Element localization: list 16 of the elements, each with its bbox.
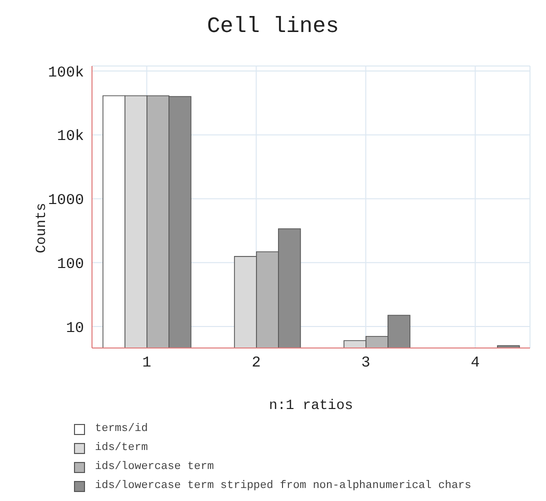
legend-label: ids/lowercase term stripped from non-alphanumerical chars	[95, 479, 472, 494]
x-axis-title: n:1 ratios	[268, 398, 354, 414]
x-tick-label: 3	[361, 354, 370, 372]
y-tick-label: 100	[56, 256, 84, 273]
legend-label: terms/id	[95, 422, 148, 437]
legend-label: ids/term	[95, 441, 148, 456]
y-tick-label: 1000	[48, 192, 84, 210]
x-tick-label: 2	[252, 354, 261, 372]
y-axis-title: Counts	[34, 202, 50, 254]
chart-title: Cell lines	[206, 14, 340, 39]
x-tick-label: 4	[470, 354, 480, 372]
y-tick-label: 10	[66, 320, 84, 337]
x-tick-label: 1	[142, 354, 152, 372]
y-tick-label: 100k	[48, 64, 84, 82]
legend-label: ids/lowercase term	[95, 460, 214, 475]
y-tick-label: 10k	[56, 128, 84, 146]
